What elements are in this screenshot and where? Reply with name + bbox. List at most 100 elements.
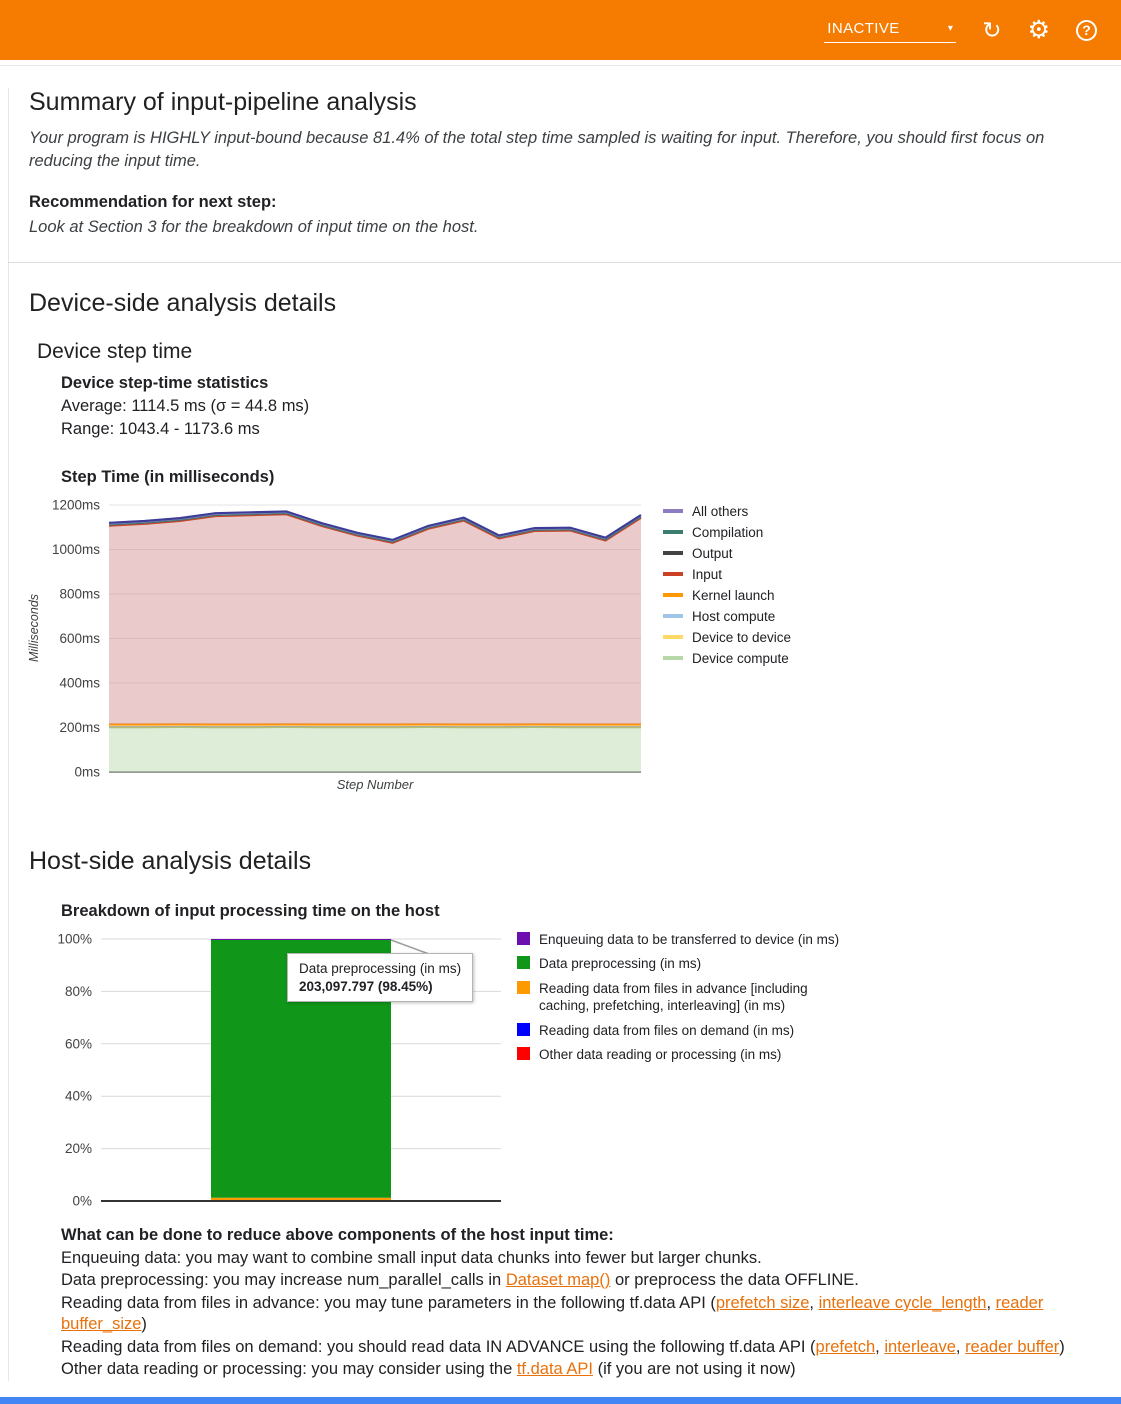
legend-item: Device to device bbox=[663, 627, 791, 648]
host-chart-title: Breakdown of input processing time on th… bbox=[61, 902, 1101, 921]
run-status-select[interactable]: INACTIVE ▾ bbox=[824, 18, 956, 43]
summary-body: Your program is HIGHLY input-bound becau… bbox=[29, 127, 1087, 173]
area-input bbox=[109, 514, 641, 724]
y-tick-label: 800ms bbox=[59, 586, 100, 601]
legend-swatch bbox=[517, 981, 530, 994]
advice-link[interactable]: prefetch size bbox=[716, 1294, 810, 1312]
legend-swatch bbox=[517, 956, 530, 969]
legend-swatch bbox=[517, 932, 530, 945]
y-tick-label: 600ms bbox=[59, 631, 100, 646]
advice-text: , bbox=[956, 1338, 965, 1356]
advice-line: Reading data from files on demand: you s… bbox=[61, 1337, 1101, 1358]
host-chart-legend: Enqueuing data to be transferred to devi… bbox=[517, 931, 857, 1071]
advice-text: ) bbox=[1059, 1338, 1065, 1356]
legend-swatch bbox=[663, 572, 683, 576]
legend-item: Compilation bbox=[663, 522, 791, 543]
area-device-compute bbox=[109, 727, 641, 772]
advice-line: Enqueuing data: you may want to combine … bbox=[61, 1248, 1101, 1269]
y-tick-label: 40% bbox=[65, 1088, 92, 1103]
advice-link[interactable]: Dataset map() bbox=[506, 1271, 611, 1289]
advice-text: Data preprocessing: you may increase num… bbox=[61, 1271, 506, 1289]
advice-text: ) bbox=[141, 1315, 147, 1333]
y-tick-label: 1200ms bbox=[52, 497, 100, 512]
legend-label: Kernel launch bbox=[692, 588, 775, 603]
legend-label: Input bbox=[692, 567, 722, 582]
device-step-time-chart: 0ms200ms400ms600ms800ms1000ms1200msStep … bbox=[29, 493, 649, 795]
legend-swatch bbox=[663, 509, 683, 513]
y-tick-label: 0ms bbox=[74, 764, 100, 779]
host-section-title: Host-side analysis details bbox=[29, 847, 1101, 876]
main-content: Summary of input-pipeline analysis Your … bbox=[8, 88, 1121, 1381]
stats-average: Average: 1114.5 ms (σ = 44.8 ms) bbox=[61, 395, 1101, 418]
y-tick-label: 0% bbox=[72, 1193, 92, 1208]
y-tick-label: 60% bbox=[65, 1036, 92, 1051]
x-axis-label: Step Number bbox=[337, 777, 414, 792]
chevron-down-icon: ▾ bbox=[948, 23, 953, 34]
advice-text: Enqueuing data: you may want to combine … bbox=[61, 1249, 762, 1267]
legend-swatch bbox=[663, 530, 683, 534]
device-section-title: Device-side analysis details bbox=[29, 289, 1101, 318]
legend-item: Output bbox=[663, 543, 791, 564]
legend-item: Enqueuing data to be transferred to devi… bbox=[517, 931, 857, 949]
legend-label: Host compute bbox=[692, 609, 775, 624]
host-section: Host-side analysis details Breakdown of … bbox=[29, 847, 1101, 1381]
recommendation-label: Recommendation for next step: bbox=[29, 193, 1101, 212]
refresh-icon[interactable]: ↻ bbox=[982, 19, 1001, 42]
summary-section: Summary of input-pipeline analysis Your … bbox=[29, 88, 1101, 238]
advice-link[interactable]: prefetch bbox=[816, 1338, 876, 1356]
legend-label: Reading data from files on demand (in ms… bbox=[539, 1022, 794, 1040]
legend-item: Data preprocessing (in ms) bbox=[517, 955, 857, 973]
help-icon[interactable]: ? bbox=[1076, 20, 1097, 41]
advice-text: , bbox=[986, 1294, 995, 1312]
legend-label: Device compute bbox=[692, 651, 789, 666]
legend-item: All others bbox=[663, 501, 791, 522]
header-divider bbox=[0, 65, 1121, 66]
legend-item: Device compute bbox=[663, 648, 791, 669]
device-step-time-heading: Device step time bbox=[37, 340, 1101, 364]
advice-title: What can be done to reduce above compone… bbox=[61, 1225, 1101, 1246]
y-tick-label: 20% bbox=[65, 1141, 92, 1156]
y-tick-label: 200ms bbox=[59, 720, 100, 735]
y-tick-label: 100% bbox=[57, 931, 92, 946]
stats-title: Device step-time statistics bbox=[61, 372, 1101, 395]
gear-icon[interactable]: ⚙ bbox=[1028, 18, 1050, 43]
chart-tooltip: Data preprocessing (in ms) 203,097.797 (… bbox=[287, 953, 473, 1002]
legend-swatch bbox=[663, 551, 683, 555]
device-section: Device-side analysis details Device step… bbox=[29, 289, 1101, 794]
legend-swatch bbox=[517, 1047, 530, 1060]
advice-link[interactable]: interleave bbox=[884, 1338, 956, 1356]
advice-lines: Enqueuing data: you may want to combine … bbox=[61, 1248, 1101, 1381]
top-bar: INACTIVE ▾ ↻ ⚙ ? bbox=[0, 0, 1121, 60]
legend-item: Reading data from files on demand (in ms… bbox=[517, 1022, 857, 1040]
tooltip-value: 203,097.797 (98.45%) bbox=[299, 979, 461, 994]
bottom-accent-bar bbox=[0, 1397, 1121, 1404]
device-chart-legend: All others Compilation Output Input Kernel l… bbox=[663, 501, 791, 669]
tooltip-callout-line bbox=[391, 940, 429, 954]
legend-label: Other data reading or processing (in ms) bbox=[539, 1046, 781, 1064]
device-step-stats: Device step-time statistics Average: 111… bbox=[61, 372, 1101, 441]
device-chart-title: Step Time (in milliseconds) bbox=[61, 468, 1101, 487]
legend-item: Other data reading or processing (in ms) bbox=[517, 1046, 857, 1064]
advice-text: or preprocess the data OFFLINE. bbox=[610, 1271, 859, 1289]
legend-label: Output bbox=[692, 546, 733, 561]
section-divider bbox=[8, 262, 1121, 263]
advice-line: Data preprocessing: you may increase num… bbox=[61, 1270, 1101, 1291]
legend-swatch bbox=[663, 656, 683, 660]
legend-swatch bbox=[663, 635, 683, 639]
advice-text: Reading data from files on demand: you s… bbox=[61, 1338, 816, 1356]
legend-item: Reading data from files in advance [incl… bbox=[517, 980, 857, 1015]
y-tick-label: 80% bbox=[65, 983, 92, 998]
legend-label: Enqueuing data to be transferred to devi… bbox=[539, 931, 839, 949]
legend-item: Host compute bbox=[663, 606, 791, 627]
legend-label: Data preprocessing (in ms) bbox=[539, 955, 701, 973]
legend-label: All others bbox=[692, 504, 748, 519]
y-tick-label: 400ms bbox=[59, 675, 100, 690]
legend-item: Input bbox=[663, 564, 791, 585]
legend-swatch bbox=[663, 593, 683, 597]
advice-link[interactable]: reader buffer bbox=[965, 1338, 1059, 1356]
bar-segment-4[interactable] bbox=[211, 939, 391, 940]
host-breakdown-chart-area: 0% 20% 40% 60% 80% 100% Data preprocessing (i… bbox=[29, 929, 1101, 1213]
advice-text: , bbox=[875, 1338, 884, 1356]
advice-link[interactable]: interleave cycle_length bbox=[819, 1294, 987, 1312]
